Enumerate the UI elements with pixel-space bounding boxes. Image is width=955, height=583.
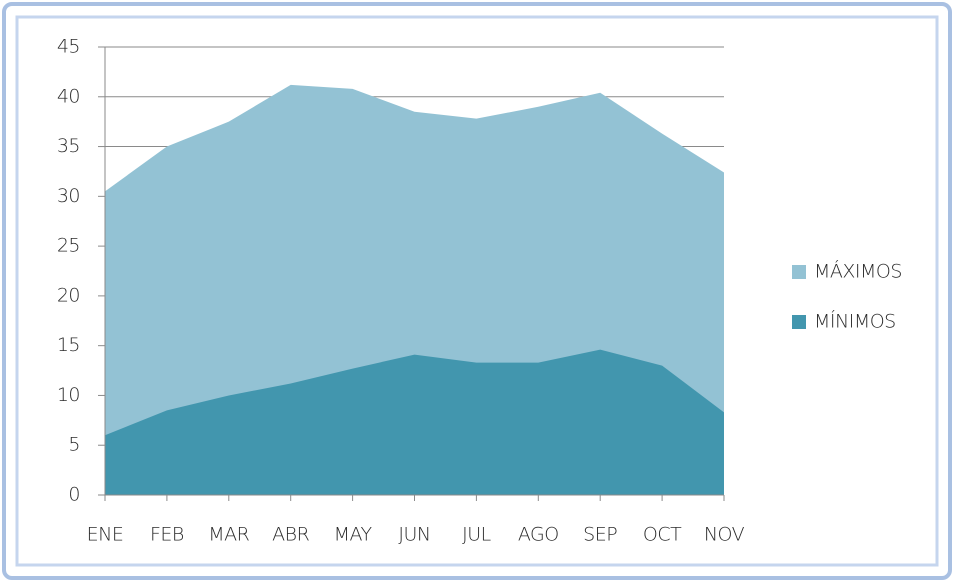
y-tick-label: 25 bbox=[57, 235, 80, 257]
area bbox=[105, 349, 724, 495]
y-tick-label: 40 bbox=[57, 85, 80, 107]
y-tick-label: 35 bbox=[57, 135, 80, 157]
y-tick-label: 15 bbox=[57, 334, 80, 356]
x-tick-label: MAY bbox=[334, 524, 373, 546]
y-tick-label: 45 bbox=[57, 36, 80, 58]
x-tick-label: SEP bbox=[583, 524, 617, 546]
inner-frame bbox=[15, 15, 939, 567]
x-tick-label: NOV bbox=[704, 524, 745, 546]
x-tick-label: AGO bbox=[518, 524, 559, 546]
x-tick-label: JUN bbox=[398, 524, 430, 546]
x-tick-label: MAR bbox=[208, 524, 249, 546]
y-tick-label: 10 bbox=[57, 384, 80, 406]
legend-label: MÍNIMOS bbox=[814, 310, 896, 333]
y-tick-label: 30 bbox=[57, 185, 80, 207]
x-tick-label: FEB bbox=[150, 524, 184, 546]
legend-label: MÁXIMOS bbox=[814, 260, 902, 283]
x-tick-label: JUL bbox=[462, 524, 491, 546]
x-tick-label: OCT bbox=[643, 524, 682, 546]
legend-swatch bbox=[792, 265, 806, 279]
y-tick-label: 0 bbox=[68, 484, 80, 506]
x-tick-label: ENE bbox=[87, 524, 124, 546]
y-tick-label: 20 bbox=[57, 284, 80, 306]
y-tick-label: 5 bbox=[68, 434, 80, 456]
legend-swatch bbox=[792, 315, 806, 329]
x-tick-label: ABR bbox=[272, 524, 309, 546]
